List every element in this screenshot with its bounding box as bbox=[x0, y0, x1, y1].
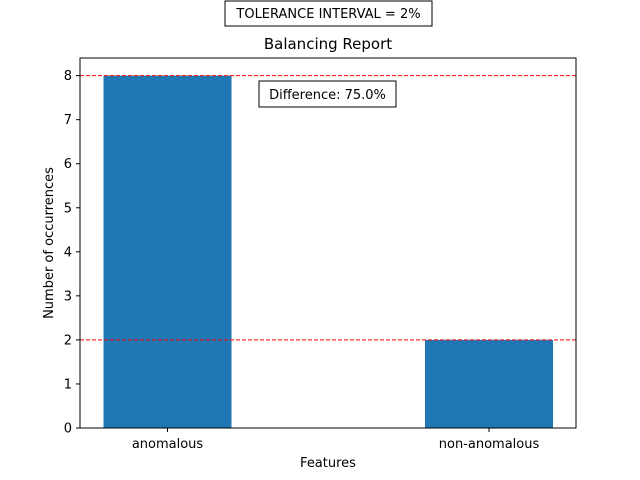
y-tick-label: 4 bbox=[64, 245, 72, 260]
suptitle: TOLERANCE INTERVAL = 2% bbox=[235, 7, 420, 22]
y-tick-label: 1 bbox=[64, 377, 72, 392]
x-axis-label: Features bbox=[300, 456, 356, 471]
y-tick-label: 6 bbox=[64, 157, 72, 172]
x-axis: anomalous non-anomalous bbox=[132, 428, 540, 452]
difference-annotation: Difference: 75.0% bbox=[269, 88, 386, 103]
y-axis-label: Number of occurrences bbox=[42, 167, 57, 319]
y-tick-label: 2 bbox=[64, 333, 72, 348]
chart-title: Balancing Report bbox=[264, 35, 392, 53]
x-tick-label-non-anomalous: non-anomalous bbox=[439, 437, 540, 452]
bar-anomalous bbox=[103, 75, 232, 428]
annotation-group: Difference: 75.0% bbox=[258, 80, 397, 108]
y-tick-label: 5 bbox=[64, 201, 72, 216]
y-tick-label: 7 bbox=[64, 113, 72, 128]
suptitle-group: TOLERANCE INTERVAL = 2% bbox=[224, 0, 433, 27]
annotation-box bbox=[258, 80, 397, 108]
suptitle-box bbox=[224, 0, 433, 27]
y-tick-label: 3 bbox=[64, 289, 72, 304]
reference-lines-layer bbox=[80, 75, 576, 341]
bars-layer bbox=[103, 75, 553, 428]
bar-non-anomalous bbox=[425, 339, 553, 428]
y-tick-label: 8 bbox=[64, 69, 72, 84]
y-tick-label: 0 bbox=[64, 422, 72, 437]
x-tick-label-anomalous: anomalous bbox=[132, 437, 204, 452]
plot-frame bbox=[79, 57, 577, 429]
y-axis: 0 1 2 3 4 5 6 7 8 bbox=[64, 69, 80, 437]
